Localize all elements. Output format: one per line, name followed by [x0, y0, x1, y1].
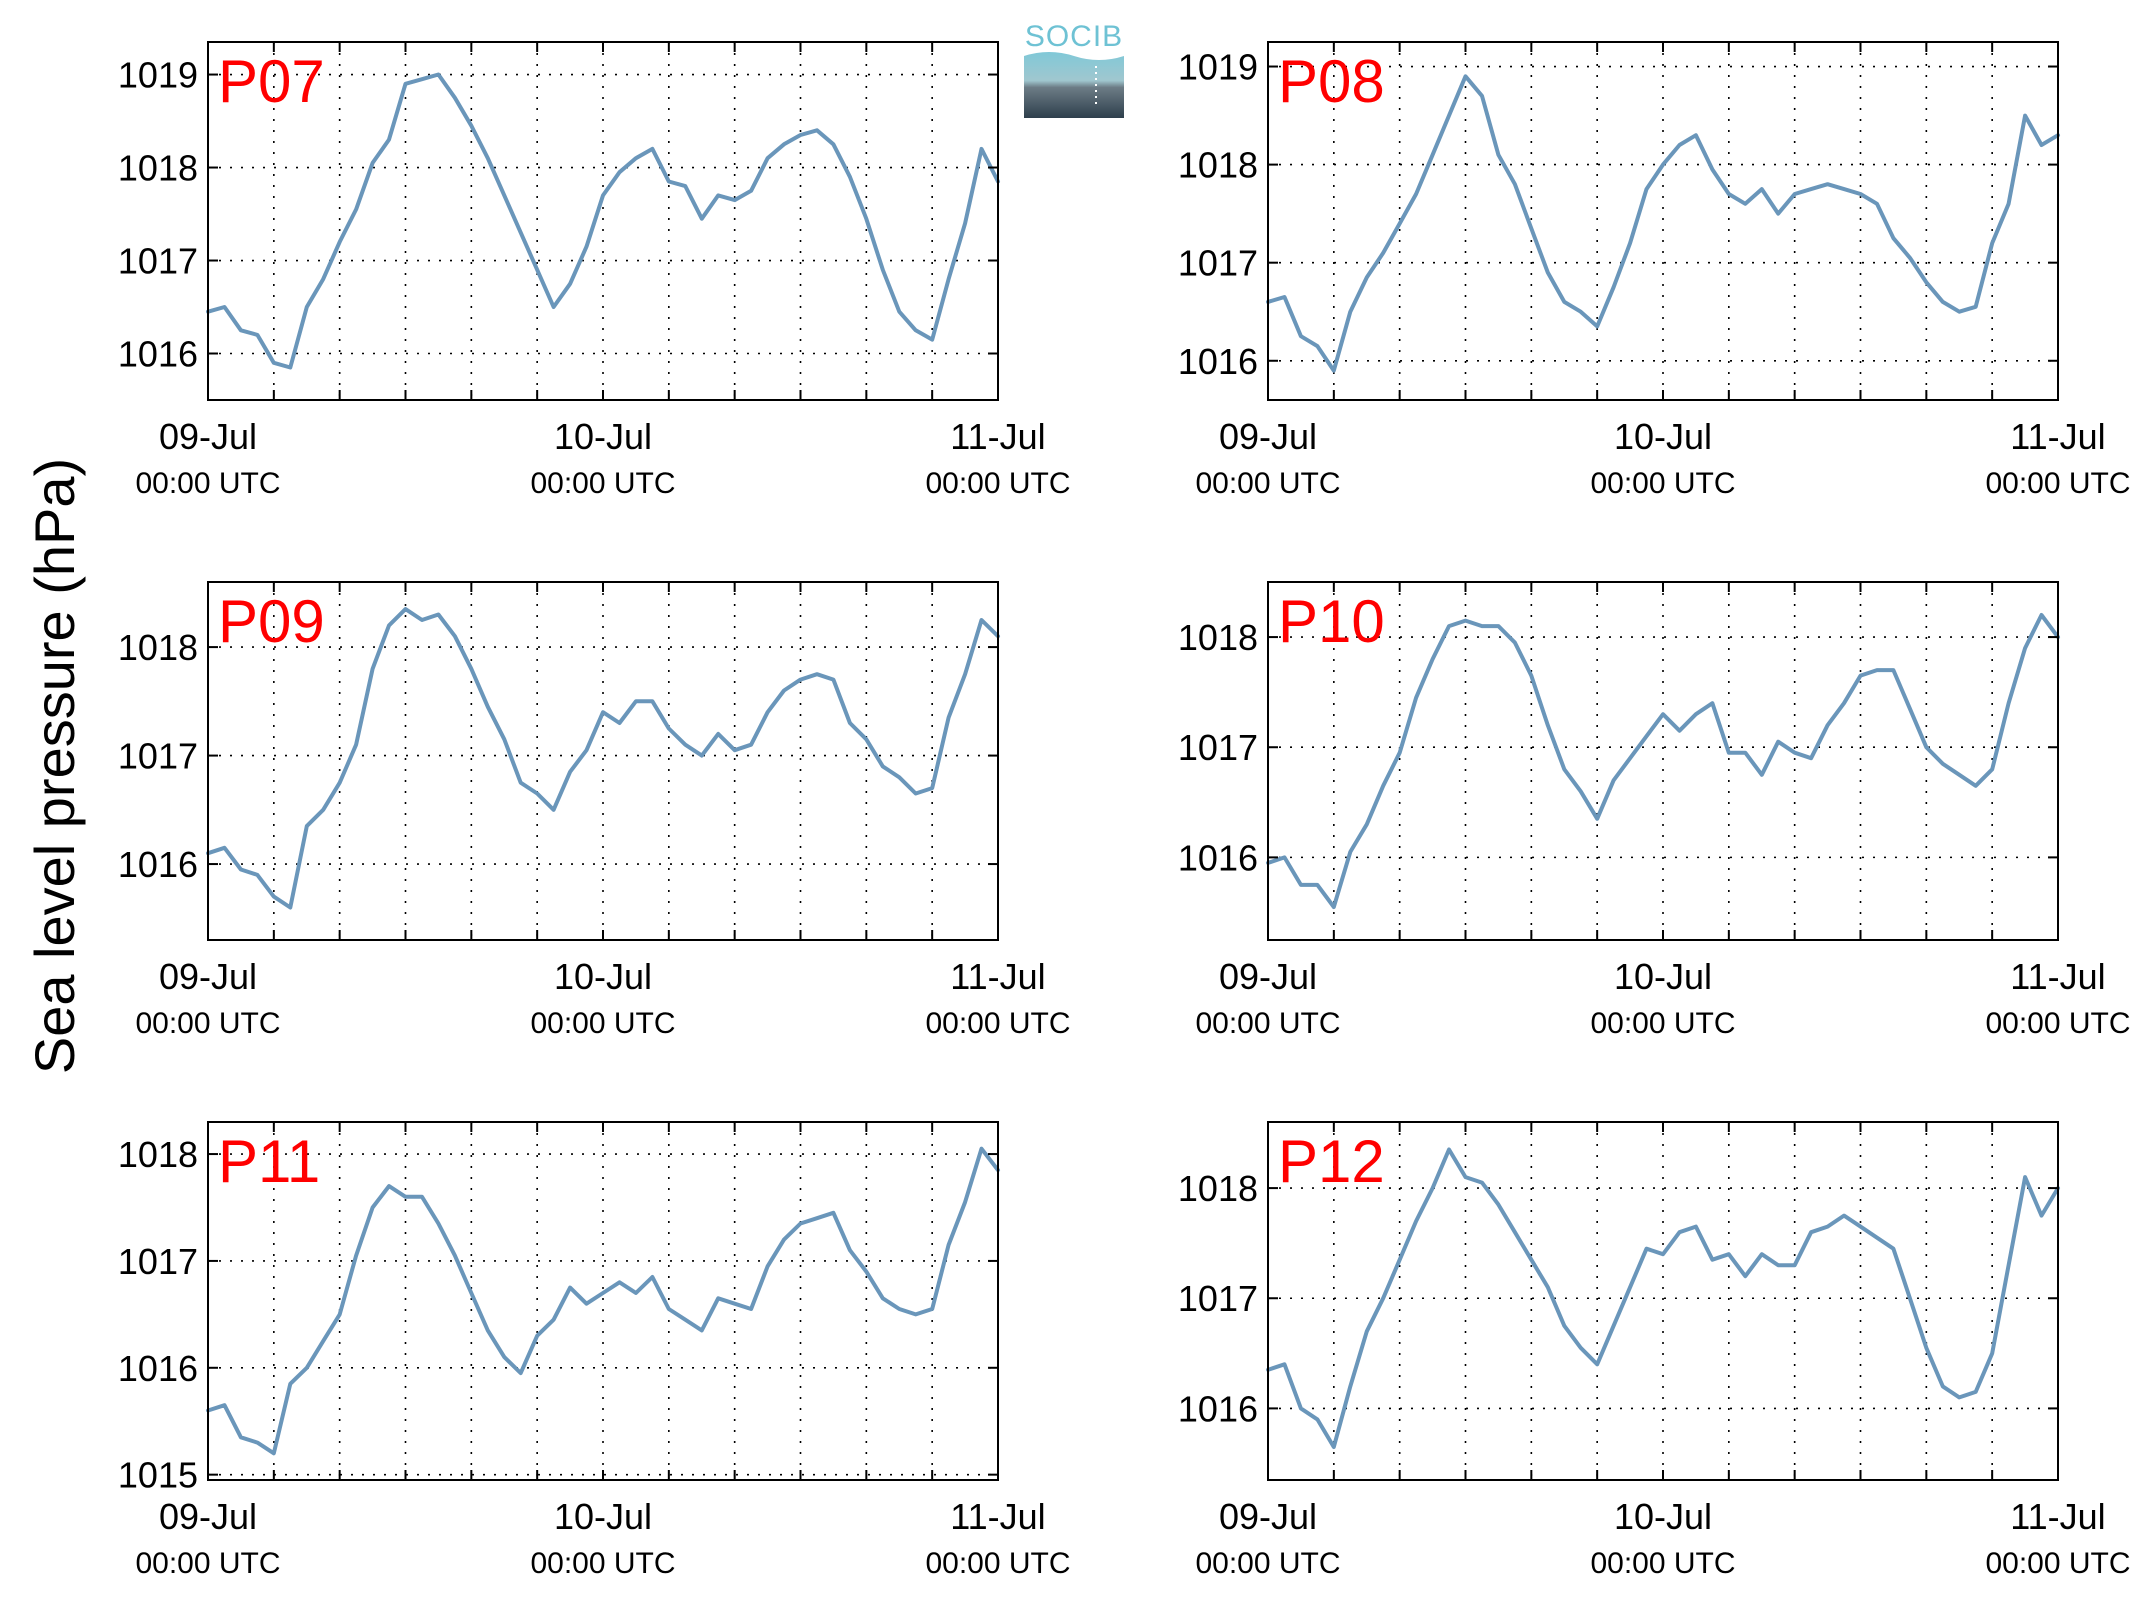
y-tick-label: 1016 — [1178, 837, 1258, 878]
x-tick-date-label: 10-Jul — [554, 1496, 652, 1537]
x-tick-date-label: 11-Jul — [950, 1496, 1045, 1537]
y-tick-label: 1016 — [118, 1348, 198, 1389]
x-tick-time-label: 00:00 UTC — [1985, 467, 2130, 500]
socib-logo: SOCIB — [1024, 20, 1124, 118]
x-tick-time-label: 00:00 UTC — [530, 1007, 675, 1040]
y-tick-label: 1017 — [1178, 727, 1258, 768]
pressure-series-line — [1266, 1147, 2060, 1449]
chart-panel-p09: 1016 1017 1018 09-Jul 00:00 UTC 10-Jul 00:00 U… — [118, 581, 1071, 1040]
chart-panel-p11: 1015 1016 1017 1018 09-Jul 00:00 UTC 10-Jul 00:… — [118, 1121, 1071, 1580]
y-tick-label: 1016 — [118, 844, 198, 885]
plot-area — [1268, 42, 2058, 400]
y-tick-label: 1018 — [1178, 617, 1258, 658]
pressure-series-line — [1266, 613, 2060, 909]
chart-panel-p08: 1016 1017 1018 1019 09-Jul 00:00 UTC 10-Jul 00:… — [1178, 41, 2131, 500]
x-tick-time-label: 00:00 UTC — [1590, 467, 1735, 500]
x-tick-time-label: 00:00 UTC — [1195, 1547, 1340, 1580]
y-tick-label: 1017 — [1178, 1278, 1258, 1319]
y-tick-label: 1016 — [118, 334, 198, 375]
x-tick-date-label: 10-Jul — [1614, 956, 1712, 997]
y-tick-label: 1018 — [118, 1134, 198, 1175]
x-tick-date-label: 09-Jul — [159, 956, 257, 997]
socib-logo-wave — [1024, 50, 1124, 118]
pressure-series-line — [206, 607, 1000, 910]
x-tick-time-label: 00:00 UTC — [530, 1547, 675, 1580]
y-tick-label: 1017 — [118, 241, 198, 282]
x-tick-date-label: 09-Jul — [1219, 956, 1317, 997]
x-tick-time-label: 00:00 UTC — [1985, 1007, 2130, 1040]
x-tick-date-label: 11-Jul — [2010, 1496, 2105, 1537]
station-label: P09 — [218, 588, 325, 655]
chart-panel-p12: 1016 1017 1018 09-Jul 00:00 UTC 10-Jul 00:00 U… — [1178, 1121, 2131, 1580]
x-tick-time-label: 00:00 UTC — [135, 1007, 280, 1040]
x-tick-date-label: 09-Jul — [1219, 1496, 1317, 1537]
x-tick-date-label: 10-Jul — [554, 416, 652, 457]
x-tick-time-label: 00:00 UTC — [530, 467, 675, 500]
x-tick-date-label: 09-Jul — [159, 1496, 257, 1537]
pressure-series-line — [206, 72, 1000, 370]
chart-panel-p10: 1016 1017 1018 09-Jul 00:00 UTC 10-Jul 00:00 U… — [1178, 581, 2131, 1040]
x-tick-time-label: 00:00 UTC — [925, 1007, 1070, 1040]
x-tick-date-label: 09-Jul — [1219, 416, 1317, 457]
x-tick-date-label: 11-Jul — [2010, 956, 2105, 997]
x-tick-date-label: 10-Jul — [1614, 416, 1712, 457]
station-label: P08 — [1278, 48, 1385, 115]
station-label: P10 — [1278, 588, 1385, 655]
x-tick-time-label: 00:00 UTC — [1590, 1547, 1735, 1580]
y-tick-label: 1018 — [1178, 1168, 1258, 1209]
x-tick-time-label: 00:00 UTC — [925, 1547, 1070, 1580]
plot-area — [208, 42, 998, 400]
chart-panels: 1016 1017 1018 1019 09-Jul 00:00 UTC 10-Jul 00:… — [118, 41, 2131, 1580]
station-label: P12 — [1278, 1128, 1385, 1195]
pressure-series-line — [206, 1146, 1000, 1456]
x-tick-date-label: 10-Jul — [1614, 1496, 1712, 1537]
y-tick-label: 1018 — [118, 627, 198, 668]
station-label: P11 — [218, 1128, 320, 1195]
x-tick-time-label: 00:00 UTC — [1590, 1007, 1735, 1040]
y-tick-label: 1015 — [118, 1455, 198, 1496]
station-label: P07 — [218, 48, 325, 115]
x-tick-date-label: 11-Jul — [2010, 416, 2105, 457]
y-tick-label: 1019 — [1178, 47, 1258, 88]
x-tick-date-label: 10-Jul — [554, 956, 652, 997]
x-tick-time-label: 00:00 UTC — [1985, 1547, 2130, 1580]
x-tick-time-label: 00:00 UTC — [1195, 467, 1340, 500]
y-tick-label: 1018 — [118, 148, 198, 189]
socib-logo-crest — [1024, 50, 1124, 60]
x-tick-date-label: 11-Jul — [950, 416, 1045, 457]
y-tick-label: 1017 — [118, 1241, 198, 1282]
y-axis-label: Sea level pressure (hPa) — [23, 458, 86, 1074]
x-tick-date-label: 09-Jul — [159, 416, 257, 457]
y-tick-label: 1016 — [1178, 1388, 1258, 1429]
x-tick-time-label: 00:00 UTC — [925, 467, 1070, 500]
plot-area — [1268, 1122, 2058, 1480]
x-tick-time-label: 00:00 UTC — [1195, 1007, 1340, 1040]
x-tick-time-label: 00:00 UTC — [135, 1547, 280, 1580]
chart-panel-p07: 1016 1017 1018 1019 09-Jul 00:00 UTC 10-Jul 00:… — [118, 41, 1071, 500]
socib-logo-text: SOCIB — [1025, 20, 1123, 53]
y-tick-label: 1017 — [1178, 243, 1258, 284]
x-tick-time-label: 00:00 UTC — [135, 467, 280, 500]
y-tick-label: 1016 — [1178, 341, 1258, 382]
y-tick-label: 1019 — [118, 55, 198, 96]
y-tick-label: 1018 — [1178, 145, 1258, 186]
y-tick-label: 1017 — [118, 736, 198, 777]
pressure-series-line — [1266, 74, 2060, 373]
x-tick-date-label: 11-Jul — [950, 956, 1045, 997]
plot-area — [208, 1122, 998, 1480]
